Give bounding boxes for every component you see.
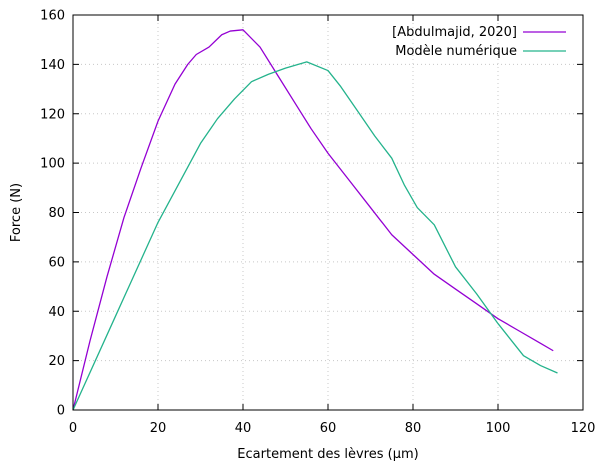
x-tick-label: 40 [235, 421, 252, 436]
grid [73, 15, 583, 410]
legend-label-modele-numerique: Modèle numérique [395, 44, 517, 59]
y-tick-label: 60 [48, 255, 65, 270]
legend: [Abdulmajid, 2020] Modèle numérique [392, 25, 566, 59]
y-tick-label: 40 [48, 305, 65, 320]
x-tick-label: 80 [405, 421, 422, 436]
x-tick-label: 60 [320, 421, 337, 436]
series-line-abdulmajid [72, 29, 554, 411]
legend-label-abdulmajid: [Abdulmajid, 2020] [392, 25, 517, 40]
y-tick-label: 160 [40, 9, 65, 24]
y-axis-label: Force (N) [9, 183, 24, 242]
x-axis-label: Ecartement des lèvres (µm) [237, 447, 418, 462]
y-tick-label: 140 [40, 58, 65, 73]
x-tick-label: 120 [571, 421, 596, 436]
x-tick-label: 20 [150, 421, 167, 436]
y-tick-label: 100 [40, 157, 65, 172]
x-tick-label: 0 [69, 421, 77, 436]
y-tick-label: 120 [40, 107, 65, 122]
y-tick-label: 80 [48, 206, 65, 221]
axis-ticks: 0 20 40 60 80 100 120 0 20 40 60 80 100 120 140 160 [40, 9, 595, 437]
y-tick-label: 20 [48, 354, 65, 369]
series-line-modele-numerique [72, 61, 558, 411]
x-tick-label: 100 [486, 421, 511, 436]
series-layer [72, 29, 558, 411]
y-tick-label: 0 [57, 404, 65, 419]
